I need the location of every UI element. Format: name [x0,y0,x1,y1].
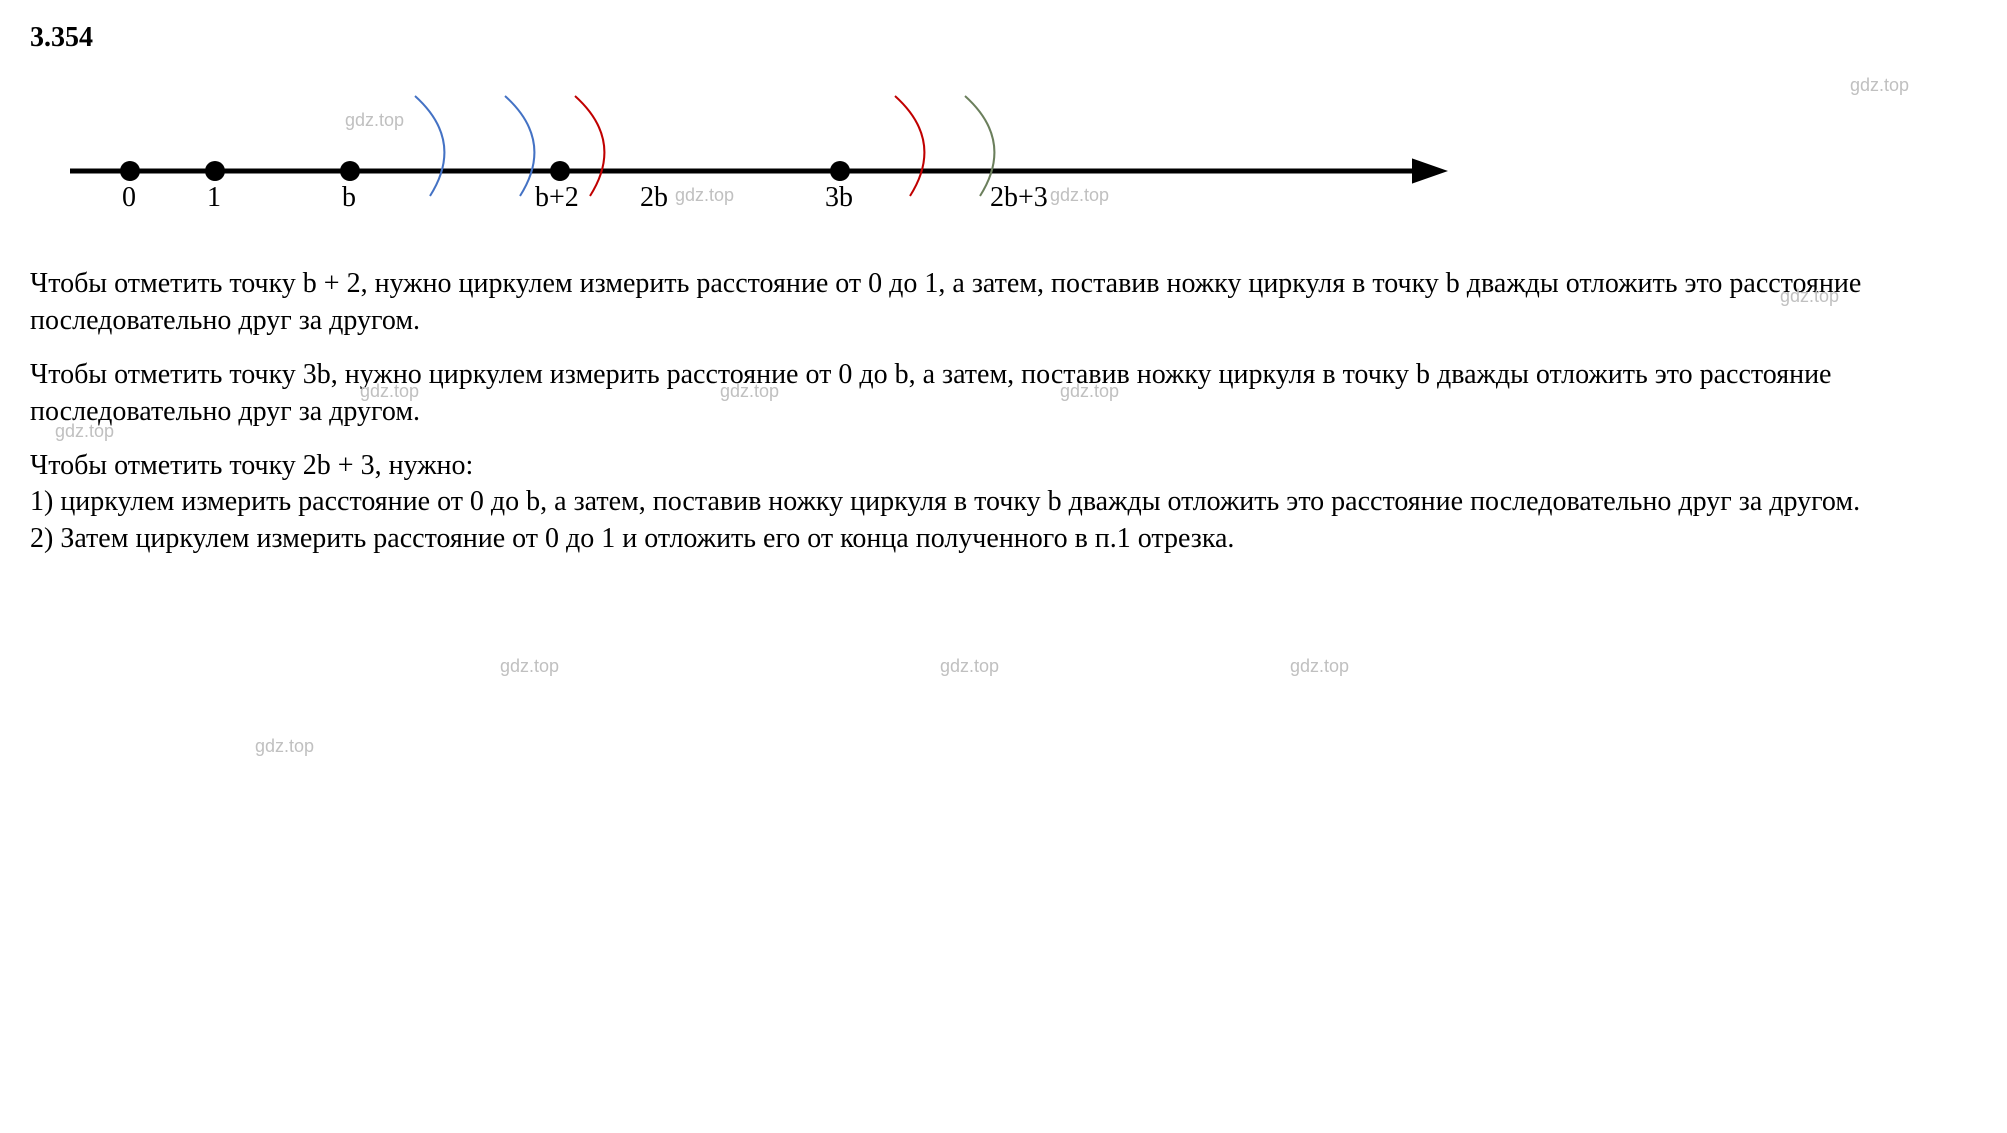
svg-text:3b: 3b [825,182,853,213]
diagram-svg: 01bb+23b2b2b+3gdz.topgdz.topgdz.topgdz.t… [30,66,2007,246]
svg-text:b: b [342,182,356,213]
problem-number: 3.354 [30,20,1977,56]
watermark: gdz.top [1290,655,1349,678]
number-line-diagram: 01bb+23b2b2b+3gdz.topgdz.topgdz.topgdz.t… [30,66,1977,246]
p3-item1: 1) циркулем измерить расстояние от 0 до … [30,484,1977,520]
svg-text:0: 0 [122,182,136,213]
paragraph-1: Чтобы отметить точку b + 2, нужно циркул… [30,266,1977,339]
svg-text:2b+3: 2b+3 [990,182,1048,213]
svg-text:gdz.top: gdz.top [1050,185,1109,205]
watermark: gdz.top [255,735,314,758]
svg-text:2b: 2b [640,182,668,213]
svg-text:b+2: b+2 [535,182,579,213]
svg-text:1: 1 [207,182,221,213]
paragraph-3: Чтобы отметить точку 2b + 3, нужно: 1) ц… [30,448,1977,557]
watermark: gdz.top [940,655,999,678]
svg-text:gdz.top: gdz.top [345,110,404,130]
paragraph-2: Чтобы отметить точку 3b, нужно циркулем … [30,357,1977,430]
p3-item2: 2) Затем циркулем измерить расстояние от… [30,521,1977,557]
watermark: gdz.top [500,655,559,678]
p3-intro: Чтобы отметить точку 2b + 3, нужно: [30,448,1977,484]
svg-text:gdz.top: gdz.top [675,185,734,205]
svg-text:gdz.top: gdz.top [1850,75,1909,95]
